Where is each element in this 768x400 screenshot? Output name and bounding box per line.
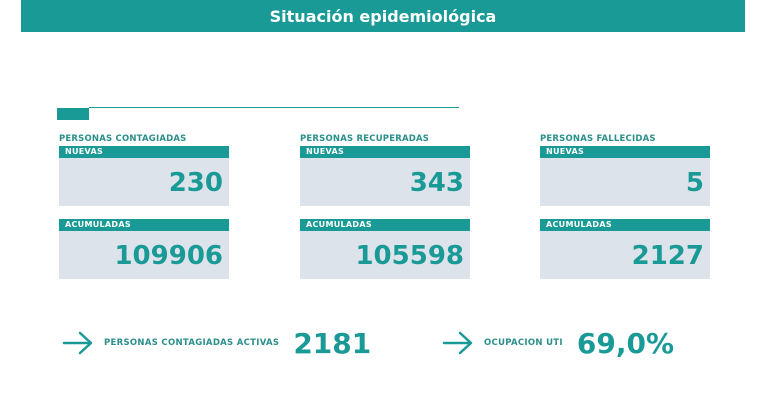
new-deaths-box: NUEVAS 5 [540,146,710,206]
box-value: 5 [685,168,704,198]
active-cases-summary: PERSONAS CONTAGIADAS ACTIVAS 2181 [62,325,371,361]
box-label: ACUMULADAS [300,219,470,231]
box-label: ACUMULADAS [540,219,710,231]
icu-occupancy-summary: OCUPACION UTI 69,0% [442,325,674,361]
icu-occupancy-label: OCUPACION UTI [484,338,563,348]
box-label: NUEVAS [540,146,710,158]
new-recovered-box: NUEVAS 343 [300,146,470,206]
page-title-bar: Situación epidemiológica [21,0,745,32]
box-value: 105598 [355,241,464,271]
accumulated-cases-box: ACUMULADAS 109906 [59,219,229,279]
arrow-right-icon [62,331,93,355]
column-title: PERSONAS CONTAGIADAS [59,134,187,144]
box-value: 230 [168,168,223,198]
box-value: 343 [409,168,464,198]
column-title: PERSONAS RECUPERADAS [300,134,430,144]
accumulated-deaths-box: ACUMULADAS 2127 [540,219,710,279]
icu-occupancy-value: 69,0% [576,326,674,360]
column-title: PERSONAS FALLECIDAS [540,134,656,144]
section-divider [89,107,459,108]
box-label: NUEVAS [300,146,470,158]
column-contagiadas: PERSONAS CONTAGIADAS NUEVAS 230 ACUMULAD… [59,133,229,279]
box-label: ACUMULADAS [59,219,229,231]
box-label: NUEVAS [59,146,229,158]
arrow-right-icon [442,331,473,355]
box-value: 2127 [631,241,704,271]
page-title: Situación epidemiológica [269,6,497,26]
box-value: 109906 [114,241,223,271]
column-fallecidas: PERSONAS FALLECIDAS NUEVAS 5 ACUMULADAS … [540,133,710,279]
column-recuperadas: PERSONAS RECUPERADAS NUEVAS 343 ACUMULAD… [300,133,470,279]
accumulated-recovered-box: ACUMULADAS 105598 [300,219,470,279]
new-cases-box: NUEVAS 230 [59,146,229,206]
active-cases-label: PERSONAS CONTAGIADAS ACTIVAS [104,338,280,348]
section-accent-block [57,108,89,120]
active-cases-value: 2181 [293,326,372,360]
